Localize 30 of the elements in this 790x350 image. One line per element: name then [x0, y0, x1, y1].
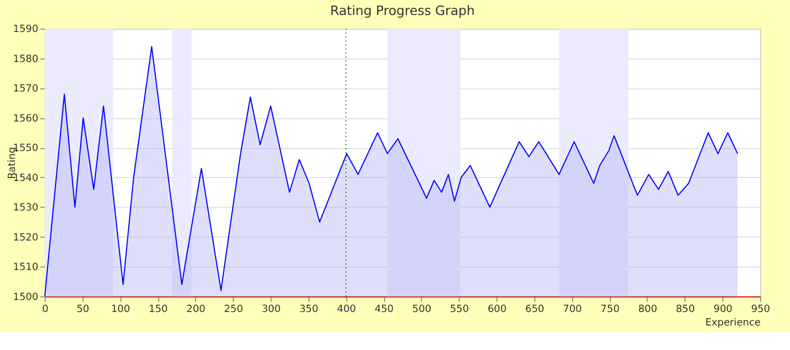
x-tick-label: 750 [600, 304, 620, 315]
x-tick-label: 100 [111, 304, 130, 315]
x-axis-title: Experience [705, 318, 761, 329]
chart-title: Rating Progress Graph [330, 4, 475, 19]
x-tick-label: 500 [412, 304, 432, 315]
y-tick-label: 1510 [13, 262, 38, 274]
y-tick-label: 1570 [13, 84, 38, 95]
x-tick-label: 450 [374, 304, 394, 315]
x-tick-label: 600 [488, 304, 507, 315]
y-tick-label: 1560 [13, 113, 38, 124]
x-tick-label: 50 [76, 304, 90, 315]
y-tick-label: 1530 [13, 202, 38, 214]
x-tick-label: 0 [42, 304, 48, 315]
x-tick-label: 950 [751, 304, 770, 315]
x-tick-label: 800 [638, 304, 658, 315]
x-tick-label: 300 [262, 304, 281, 315]
x-tick-label: 400 [337, 304, 356, 315]
x-tick-label: 850 [676, 304, 695, 315]
x-tick-label: 700 [562, 304, 582, 315]
x-tick-label: 550 [450, 304, 469, 315]
y-tick-label: 1580 [13, 54, 38, 65]
y-tick-label: 1520 [13, 232, 38, 244]
x-tick-label: 650 [525, 304, 544, 315]
x-tick-label: 250 [224, 304, 244, 315]
x-tick-label: 200 [186, 304, 206, 315]
x-tick-label: 350 [299, 304, 318, 315]
x-tick-label: 900 [714, 304, 732, 315]
y-tick-label: 1590 [13, 24, 38, 36]
y-tick-label: 1500 [13, 292, 38, 303]
x-tick-label: 150 [148, 304, 168, 315]
